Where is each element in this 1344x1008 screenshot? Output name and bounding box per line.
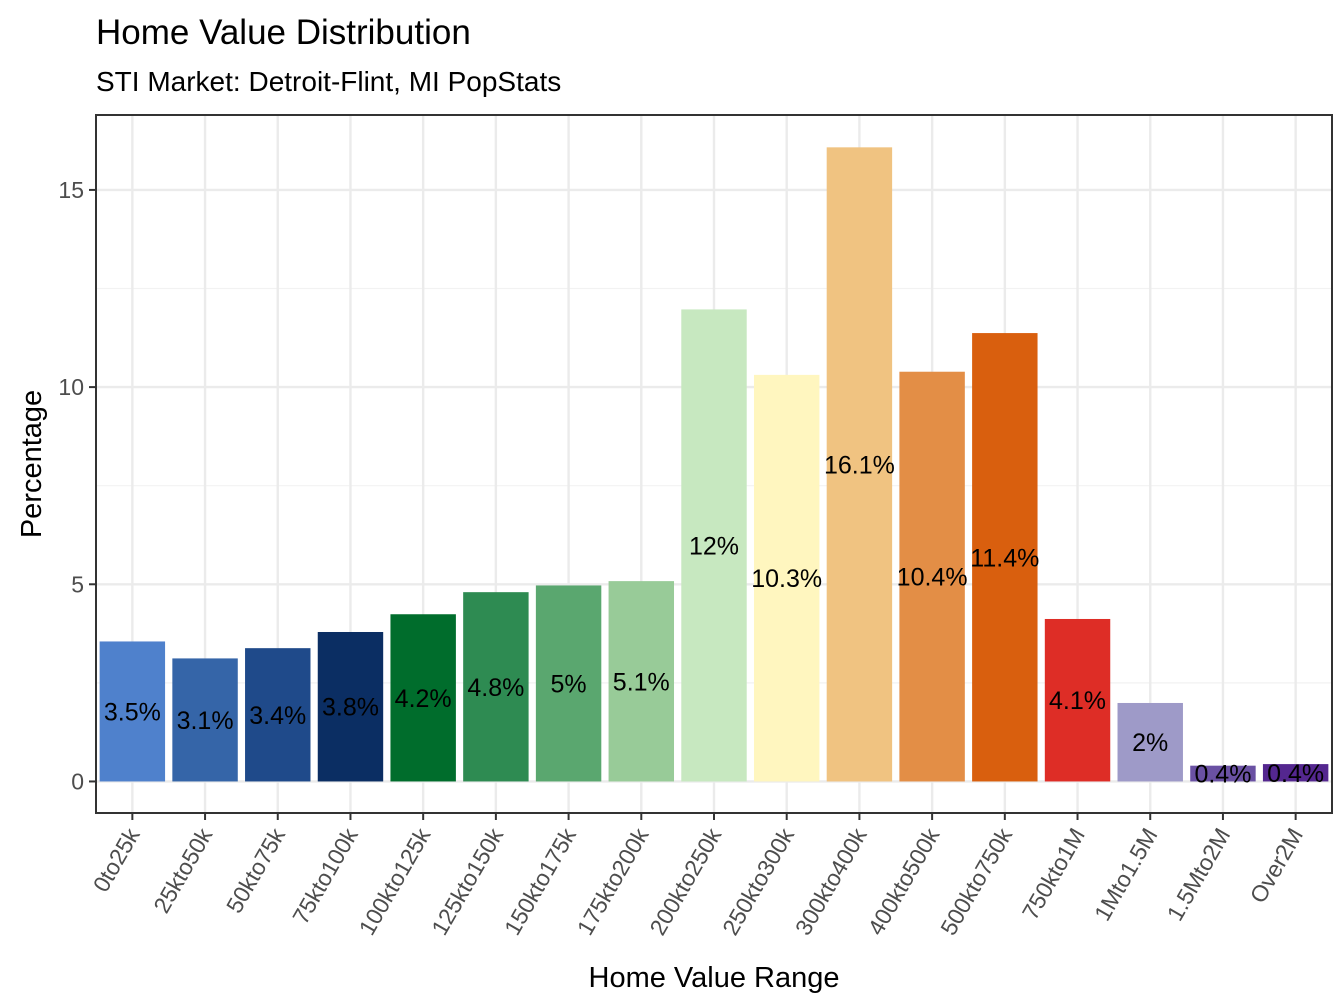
bar-125kto150k bbox=[463, 592, 529, 782]
x-tick-label: 200kto250k bbox=[644, 823, 726, 939]
bar-value-label: 10.4% bbox=[897, 564, 968, 592]
bar-25kto50k bbox=[172, 658, 238, 782]
x-tick-label: 750kto1M bbox=[1017, 824, 1090, 924]
bar-750kto1M bbox=[1044, 618, 1111, 782]
bar-value-label: 4.2% bbox=[395, 685, 452, 713]
x-tick-label: 1.5Mto2M bbox=[1162, 824, 1236, 926]
bar-Over2M bbox=[1262, 764, 1329, 782]
x-tick-label: 300kto400k bbox=[790, 823, 872, 939]
bar-value-label: 0.4% bbox=[1267, 760, 1324, 788]
bar-1Mto1.5M bbox=[1117, 702, 1183, 782]
bar-200kto250k bbox=[681, 309, 747, 782]
bar-value-label: 3.1% bbox=[177, 707, 234, 735]
bar-value-label: 3.8% bbox=[322, 694, 379, 722]
bar-100kto125k bbox=[390, 614, 456, 782]
x-tick-label: 100kto125k bbox=[354, 823, 436, 939]
x-tick-label: 125kto150k bbox=[426, 823, 508, 939]
bar-value-label: 16.1% bbox=[824, 451, 895, 479]
bar-value-label: 3.5% bbox=[104, 698, 161, 726]
bar-value-label: 4.8% bbox=[467, 674, 524, 702]
bar-50kto75k bbox=[245, 648, 311, 782]
y-axis: 0 5 10 15 bbox=[58, 177, 96, 794]
x-axis-title: Home Value Range bbox=[589, 962, 840, 994]
bar-500kto750k bbox=[972, 333, 1038, 782]
bar-400kto500k bbox=[899, 371, 965, 782]
bar-1.5Mto2M bbox=[1190, 765, 1256, 782]
bar-value-label: 4.1% bbox=[1049, 687, 1106, 715]
y-axis-title: Percentage bbox=[16, 390, 48, 538]
y-tick-label: 5 bbox=[71, 571, 84, 597]
bar-value-label: 10.3% bbox=[751, 565, 822, 593]
bar-value-label: 0.4% bbox=[1194, 761, 1251, 789]
y-tick-label: 15 bbox=[58, 177, 84, 203]
bar-175kto200k bbox=[608, 581, 675, 782]
chart-title: Home Value Distribution bbox=[96, 13, 471, 52]
bar-value-label: 12% bbox=[689, 532, 739, 560]
x-tick-label: 25kto50k bbox=[148, 823, 217, 917]
y-tick-label: 10 bbox=[58, 374, 84, 400]
x-tick-label: Over2M bbox=[1245, 824, 1308, 908]
bar-value-label: 3.4% bbox=[249, 702, 306, 730]
x-tick-label: 175kto200k bbox=[572, 823, 654, 939]
bar-250kto300k bbox=[753, 374, 820, 782]
bar-150kto175k bbox=[535, 585, 602, 782]
bar-0to25k bbox=[99, 641, 166, 782]
x-tick-label: 50kto75k bbox=[221, 823, 290, 917]
bar-300kto400k bbox=[826, 147, 893, 782]
x-tick-label: 500kto750k bbox=[935, 823, 1017, 939]
bar-labels: 3.5% 3.1% 3.4% 3.8% 4.2% 4.8% 5% 5.1% 12% 10.3% 16… bbox=[104, 451, 1324, 788]
bar-value-label: 5% bbox=[551, 670, 587, 698]
x-tick-label: 400kto500k bbox=[862, 823, 944, 939]
bar-value-label: 11.4% bbox=[970, 544, 1039, 572]
x-tick-label: 150kto175k bbox=[499, 823, 581, 939]
chart-subtitle: STI Market: Detroit-Flint, MI PopStats bbox=[96, 66, 561, 97]
bar-75kto100k bbox=[317, 631, 384, 782]
bars bbox=[99, 147, 1329, 782]
x-tick-label: 1Mto1.5M bbox=[1089, 824, 1163, 926]
bar-value-label: 5.1% bbox=[613, 668, 670, 696]
x-tick-label: 75kto100k bbox=[287, 823, 363, 928]
y-tick-label: 0 bbox=[71, 768, 84, 794]
x-axis: 0to25k 25kto50k 50kto75k75kto100k100kto125… bbox=[88, 813, 1308, 940]
bar-value-label: 2% bbox=[1132, 729, 1168, 757]
x-tick-label: 250kto300k bbox=[717, 823, 799, 939]
x-tick-label: 0to25k bbox=[88, 823, 145, 896]
